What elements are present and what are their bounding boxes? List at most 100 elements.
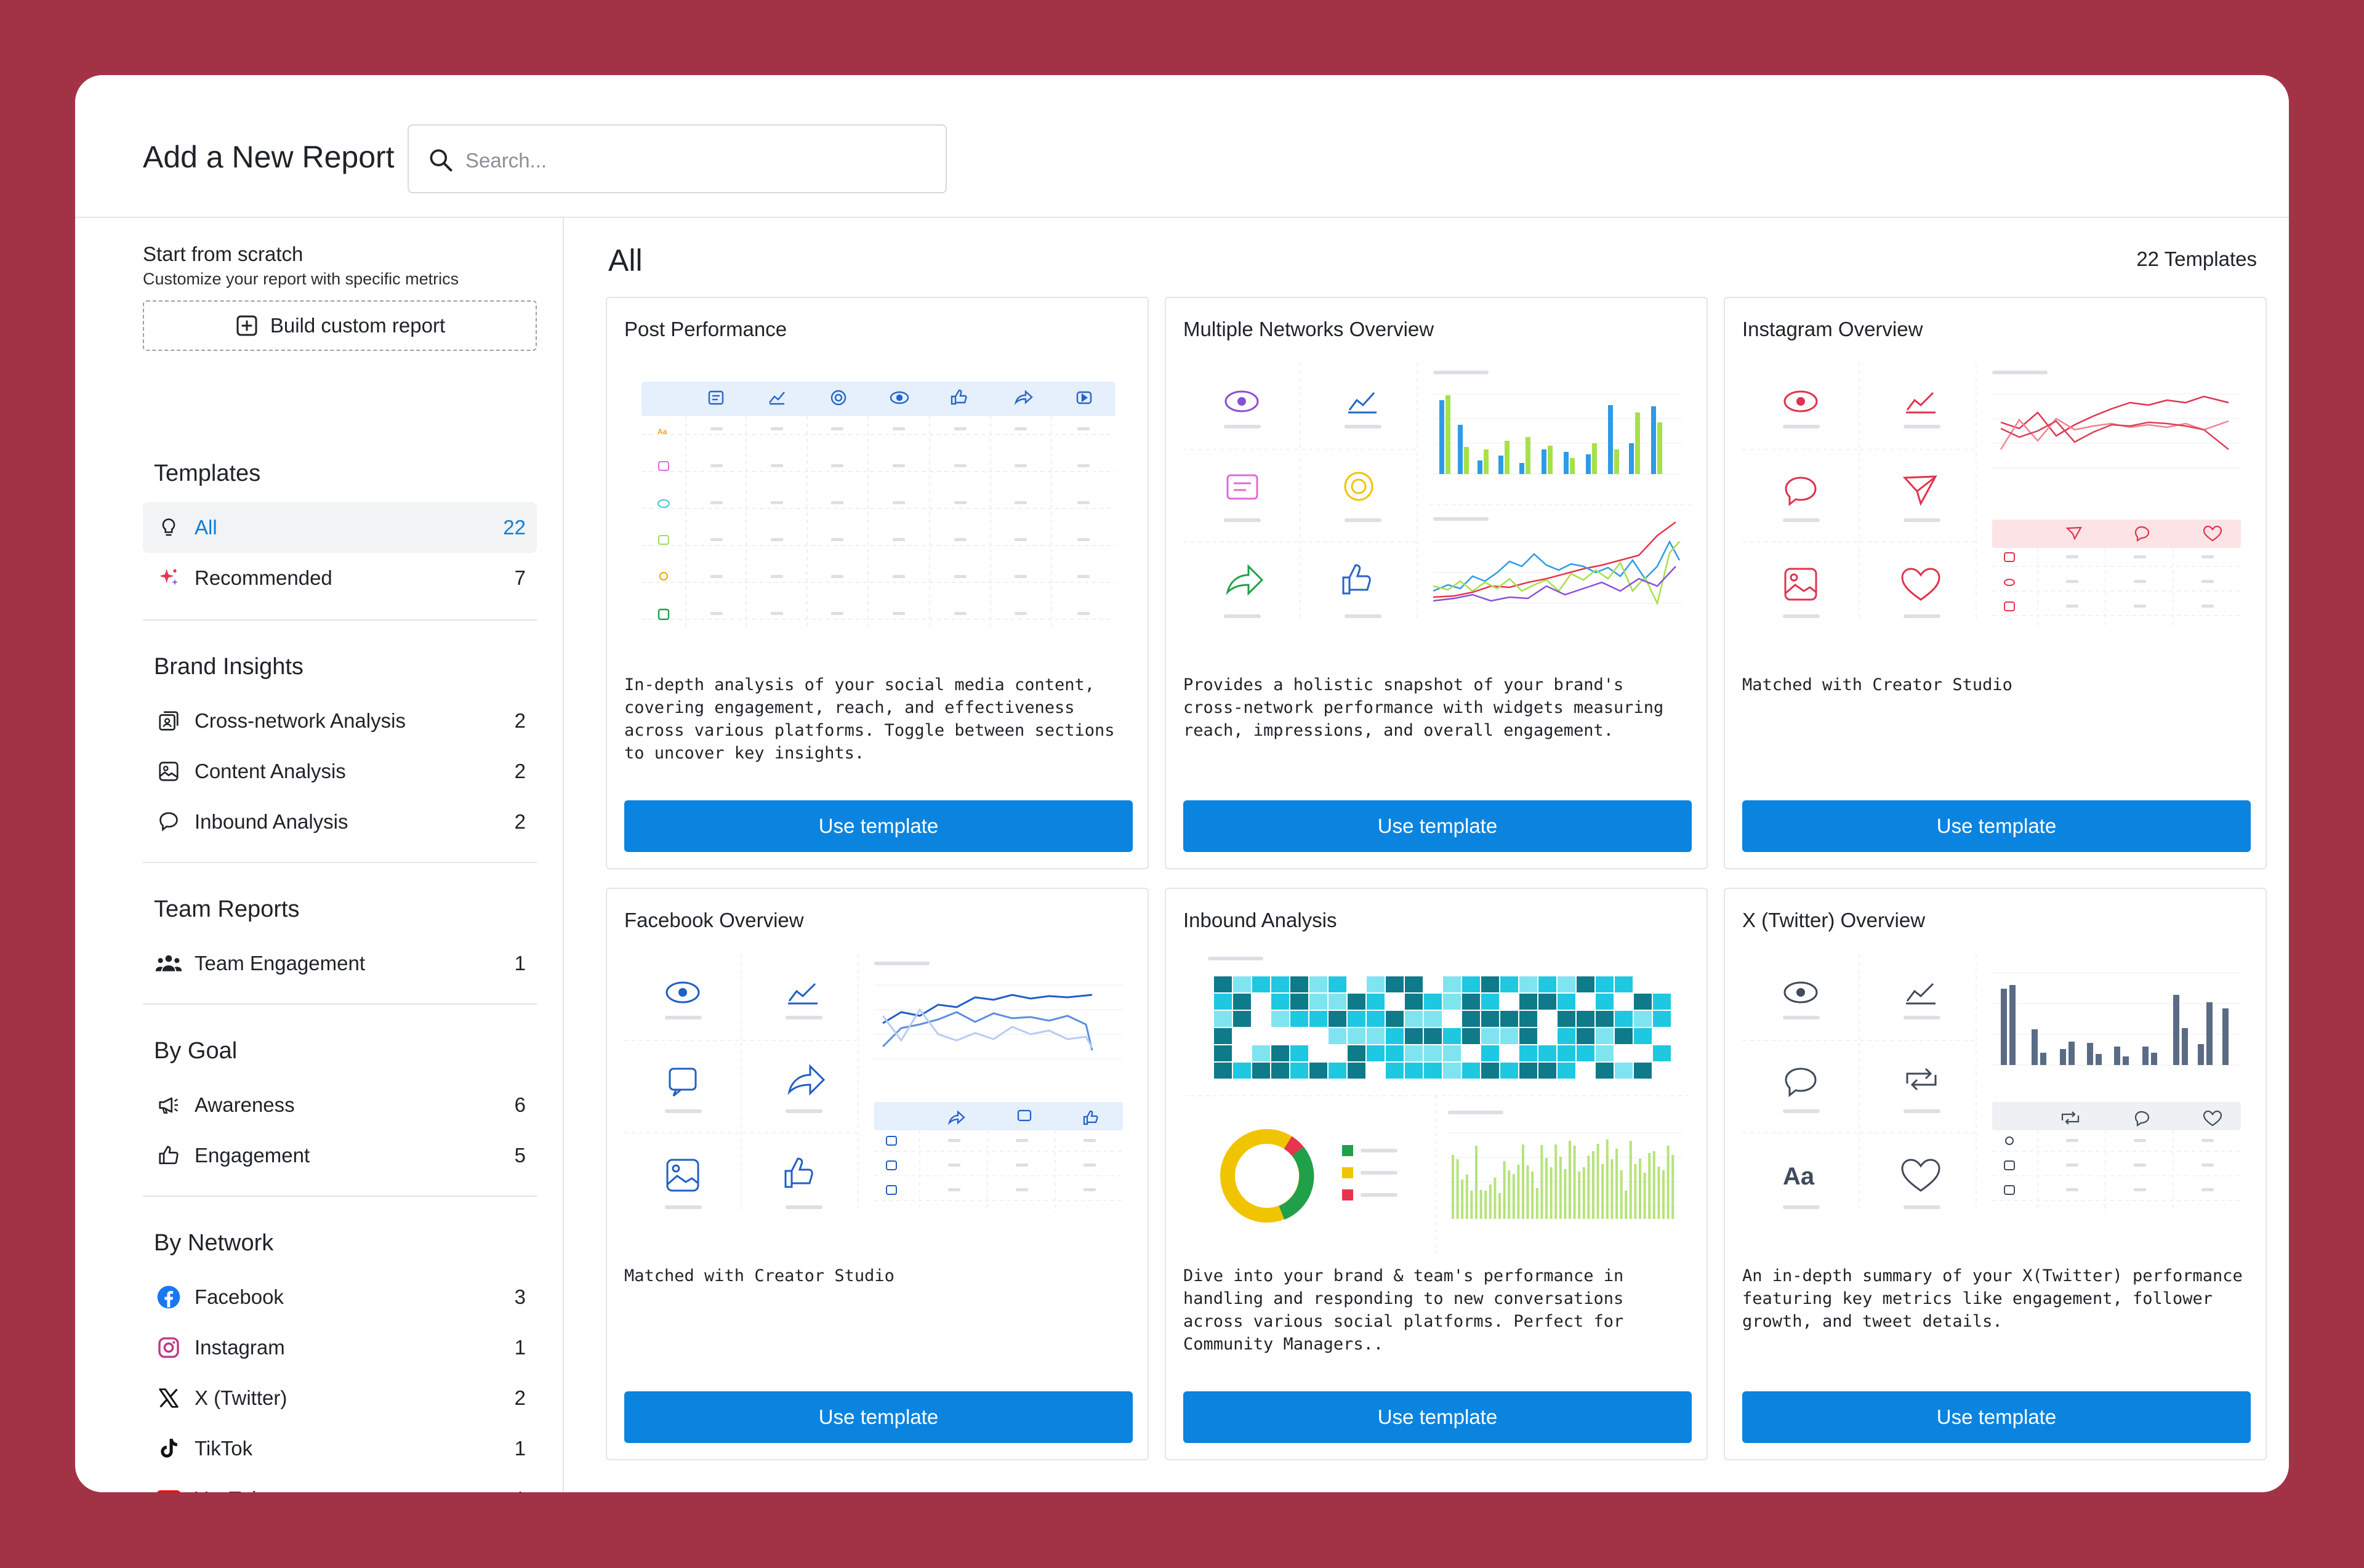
- sidebar-item-team-engagement[interactable]: Team Engagement 1: [143, 938, 537, 989]
- heatmap-cell: [1348, 1045, 1365, 1061]
- heatmap-cell: [1634, 1011, 1652, 1027]
- sidebar-item-count: 5: [514, 1144, 526, 1167]
- heatmap-cell: [1309, 1045, 1327, 1061]
- heatmap-cell: [1386, 1063, 1404, 1079]
- sidebar-item-count: 22: [503, 516, 526, 539]
- inbound-bar: [1554, 1144, 1558, 1219]
- use-template-button[interactable]: Use template: [1742, 1391, 2251, 1443]
- use-template-button[interactable]: Use template: [624, 1391, 1133, 1443]
- sidebar-item-recommended[interactable]: Recommended 7: [143, 553, 537, 603]
- heatmap-cell: [1481, 994, 1499, 1010]
- heatmap-cell: [1271, 1028, 1289, 1044]
- card-title: Facebook Overview: [624, 909, 804, 931]
- heatmap-cell: [1367, 1045, 1385, 1061]
- sidebar-item-awareness[interactable]: Awareness 6: [143, 1080, 537, 1130]
- heatmap-cell: [1405, 994, 1423, 1010]
- sidebar-item-label: Instagram: [195, 1336, 285, 1359]
- heatmap-cell: [1500, 1011, 1518, 1027]
- heatmap-cell: [1290, 1045, 1308, 1061]
- inbound-bar: [1587, 1156, 1590, 1219]
- image-icon: [154, 757, 183, 786]
- template-card-facebook-overview: Facebook Overview: [606, 888, 1149, 1460]
- search-icon: [430, 149, 452, 172]
- card-title: Inbound Analysis: [1183, 909, 1337, 931]
- heatmap-cell: [1405, 1028, 1423, 1044]
- sidebar-item-instagram[interactable]: Instagram 1: [143, 1322, 537, 1373]
- sidebar-item-youtube[interactable]: YouTube 1: [143, 1474, 537, 1492]
- sidebar-item-facebook[interactable]: Facebook 3: [143, 1272, 537, 1322]
- inbound-bar: [1535, 1188, 1538, 1219]
- heatmap-cell: [1290, 994, 1308, 1010]
- heatmap-cell: [1538, 1028, 1556, 1044]
- heatmap-cell: [1577, 1011, 1594, 1027]
- build-custom-report-button[interactable]: Build custom report: [143, 300, 537, 351]
- inbound-bar: [1512, 1174, 1515, 1219]
- sidebar-item-inbound-analysis[interactable]: Inbound Analysis 2: [143, 797, 537, 847]
- inbound-bar: [1545, 1158, 1548, 1219]
- divider: [143, 1196, 537, 1197]
- template-card-multiple-networks: Multiple Networks Overview: [1165, 297, 1708, 869]
- multiple-networks-preview: [1183, 363, 1692, 622]
- use-template-button[interactable]: Use template: [1183, 1391, 1692, 1443]
- sidebar-item-cross-network[interactable]: Cross-network Analysis 2: [143, 696, 537, 746]
- heatmap-cell: [1329, 1011, 1346, 1027]
- heatmap-cell: [1309, 994, 1327, 1010]
- heatmap-cell: [1386, 994, 1404, 1010]
- heatmap-cell: [1462, 1063, 1480, 1079]
- inbound-bar: [1578, 1172, 1581, 1219]
- heatmap-cell: [1634, 976, 1652, 992]
- by-network-heading: By Network: [154, 1230, 274, 1256]
- inbound-bar: [1452, 1155, 1454, 1219]
- heatmap-cell: [1634, 994, 1652, 1010]
- inbound-bar: [1662, 1170, 1665, 1219]
- inbound-bar: [1657, 1167, 1660, 1219]
- inbound-bar: [1522, 1144, 1524, 1219]
- heatmap-cell: [1367, 994, 1385, 1010]
- heatmap-cell: [1462, 994, 1480, 1010]
- inbound-bar: [1503, 1161, 1506, 1219]
- sidebar-item-count: 1: [514, 1437, 526, 1460]
- sidebar-item-x-twitter[interactable]: X (Twitter) 2: [143, 1373, 537, 1423]
- heatmap-cell: [1252, 1011, 1270, 1027]
- inbound-bar: [1582, 1167, 1585, 1219]
- use-template-button[interactable]: Use template: [1183, 800, 1692, 852]
- inbound-bar: [1526, 1165, 1529, 1219]
- heatmap-cell: [1252, 1028, 1270, 1044]
- cross-network-icon: [154, 706, 183, 736]
- heatmap-cell: [1596, 994, 1614, 1010]
- card-description: Matched with Creator Studio: [624, 1266, 895, 1285]
- heatmap-cell: [1214, 1063, 1232, 1079]
- use-template-button[interactable]: Use template: [1742, 800, 2251, 852]
- inbound-bar: [1606, 1140, 1609, 1219]
- heatmap-cell: [1615, 994, 1633, 1010]
- heatmap-cell: [1538, 994, 1556, 1010]
- inbound-bar: [1465, 1175, 1468, 1219]
- inbound-bar: [1540, 1145, 1543, 1219]
- heatmap-cell: [1558, 976, 1575, 992]
- heatmap-cell: [1405, 1045, 1423, 1061]
- inbound-bar: [1634, 1164, 1637, 1219]
- sidebar-item-count: 2: [514, 760, 526, 782]
- use-template-button[interactable]: Use template: [624, 800, 1133, 852]
- main-content: All 22 Templates Post Performance: [565, 218, 2289, 1492]
- heatmap-cell: [1271, 1063, 1289, 1079]
- inbound-bar: [1508, 1170, 1511, 1219]
- sidebar-item-engagement[interactable]: Engagement 5: [143, 1130, 537, 1181]
- heatmap-cell: [1596, 1028, 1614, 1044]
- heatmap-cell: [1252, 1063, 1270, 1079]
- inbound-bar: [1494, 1178, 1497, 1219]
- inbound-bar: [1475, 1146, 1478, 1219]
- megaphone-icon: [154, 1090, 183, 1120]
- heatmap-cell: [1386, 1028, 1404, 1044]
- sidebar-item-count: 2: [514, 1386, 526, 1409]
- sparkle-icon: [154, 563, 183, 593]
- heatmap-cell: [1271, 1011, 1289, 1027]
- heatmap-cell: [1214, 1045, 1232, 1061]
- sidebar-item-content-analysis[interactable]: Content Analysis 2: [143, 746, 537, 797]
- inbound-bar: [1615, 1149, 1618, 1219]
- sidebar-item-all[interactable]: All 22: [143, 502, 537, 553]
- heatmap-cell: [1424, 1011, 1442, 1027]
- sidebar-item-tiktok[interactable]: TikTok 1: [143, 1423, 537, 1474]
- search-input[interactable]: Search...: [408, 124, 947, 193]
- sidebar-item-label: Content Analysis: [195, 760, 346, 782]
